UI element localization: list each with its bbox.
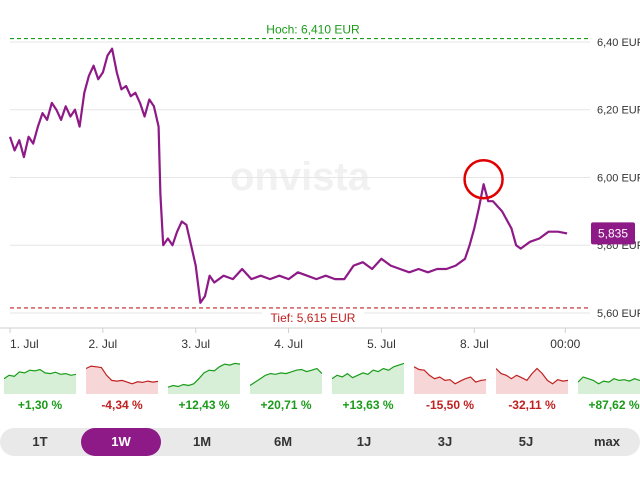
mini-line bbox=[168, 362, 240, 388]
mini-sparkline bbox=[332, 362, 404, 394]
range-button-1m[interactable]: 1M bbox=[192, 434, 212, 449]
mini-chart[interactable]: -15,50 % bbox=[414, 356, 486, 416]
mini-chart-change: -32,11 % bbox=[508, 398, 556, 412]
mini-sparkline bbox=[4, 368, 76, 394]
mini-line bbox=[250, 367, 322, 386]
range-button-6m[interactable]: 6M bbox=[273, 434, 293, 449]
range-button-1w[interactable]: 1W bbox=[81, 428, 161, 456]
mini-chart-change: +1,30 % bbox=[17, 398, 63, 412]
range-button-5j[interactable]: 5J bbox=[518, 434, 534, 449]
mini-line bbox=[414, 366, 486, 385]
mini-chart-change: +87,62 % bbox=[588, 398, 640, 412]
y-tick-label: 6,00 EUR bbox=[597, 172, 640, 184]
mini-area bbox=[578, 377, 640, 394]
x-tick-label: 3. Jul bbox=[181, 337, 210, 351]
current-price-badge-bg bbox=[591, 222, 635, 245]
mini-area bbox=[332, 363, 404, 394]
mini-area bbox=[250, 368, 322, 394]
mini-sparkline bbox=[86, 365, 158, 394]
low-label: Tief: 5,615 EUR bbox=[271, 311, 356, 325]
highlight-circle bbox=[463, 158, 504, 200]
mini-sparkline bbox=[168, 362, 240, 394]
mini-chart[interactable]: +12,43 % bbox=[168, 356, 240, 416]
price-series-line bbox=[8, 47, 568, 304]
current-price-badge: 5,835 bbox=[591, 222, 635, 245]
mini-chart-change: -4,34 % bbox=[101, 398, 143, 412]
x-tick-label: 2. Jul bbox=[89, 337, 118, 351]
mini-area bbox=[4, 369, 76, 394]
mini-sparkline bbox=[578, 376, 640, 394]
x-tick-label: 5. Jul bbox=[367, 337, 396, 351]
grid-lines bbox=[10, 41, 590, 314]
mini-chart[interactable]: +20,71 % bbox=[250, 356, 322, 416]
mini-area bbox=[86, 366, 158, 394]
mini-sparkline bbox=[414, 366, 486, 394]
x-tick-label: 00:00 bbox=[550, 337, 580, 351]
x-tick-label: 4. Jul bbox=[274, 337, 303, 351]
time-range-selector: 1T 1W 1M 6M 1J 3J 5J max bbox=[0, 428, 640, 456]
mini-line bbox=[86, 365, 158, 385]
high-label: Hoch: 6,410 EUR bbox=[266, 23, 360, 37]
x-tick-label: 1. Jul bbox=[10, 337, 39, 351]
mini-chart-change: -15,50 % bbox=[425, 398, 475, 412]
mini-chart[interactable]: +1,30 % bbox=[4, 356, 76, 416]
mini-chart[interactable]: -32,11 % bbox=[496, 356, 568, 416]
range-button-1t[interactable]: 1T bbox=[32, 434, 48, 449]
range-button-1j[interactable]: 1J bbox=[356, 434, 372, 449]
mini-sparkline bbox=[496, 367, 568, 394]
y-tick-label: 6,40 EUR bbox=[597, 37, 640, 49]
mini-chart-change: +12,43 % bbox=[178, 398, 230, 412]
range-button-max[interactable]: max bbox=[593, 434, 621, 449]
mini-chart-change: +20,71 % bbox=[260, 398, 312, 412]
current-price-value: 5,835 bbox=[598, 226, 628, 240]
performance-mini-charts: +1,30 % -4,34 % +12,43 % +20,71 % +13,63 % -1… bbox=[0, 356, 640, 416]
mini-line bbox=[578, 376, 640, 385]
mini-line bbox=[496, 367, 568, 385]
low-label-bg bbox=[262, 310, 364, 325]
mini-chart[interactable]: +87,62 % bbox=[578, 356, 640, 416]
mini-chart[interactable]: +13,63 % bbox=[332, 356, 404, 416]
mini-line bbox=[4, 368, 76, 380]
range-button-3j[interactable]: 3J bbox=[437, 434, 453, 449]
x-tick-label: 8. Jul bbox=[460, 337, 489, 351]
mini-area bbox=[496, 368, 568, 394]
y-tick-label: 5,60 EUR bbox=[597, 308, 640, 320]
x-axis-labels: 1. Jul 2. Jul 3. Jul 4. Jul 5. Jul 8. Jul 00:0… bbox=[9, 328, 581, 351]
mini-area bbox=[168, 363, 240, 394]
mini-chart[interactable]: -4,34 % bbox=[86, 356, 158, 416]
mini-sparkline bbox=[250, 367, 322, 394]
mini-chart-change: +13,63 % bbox=[342, 398, 394, 412]
y-tick-label: 6,20 EUR bbox=[597, 105, 640, 117]
mini-line bbox=[332, 362, 404, 380]
